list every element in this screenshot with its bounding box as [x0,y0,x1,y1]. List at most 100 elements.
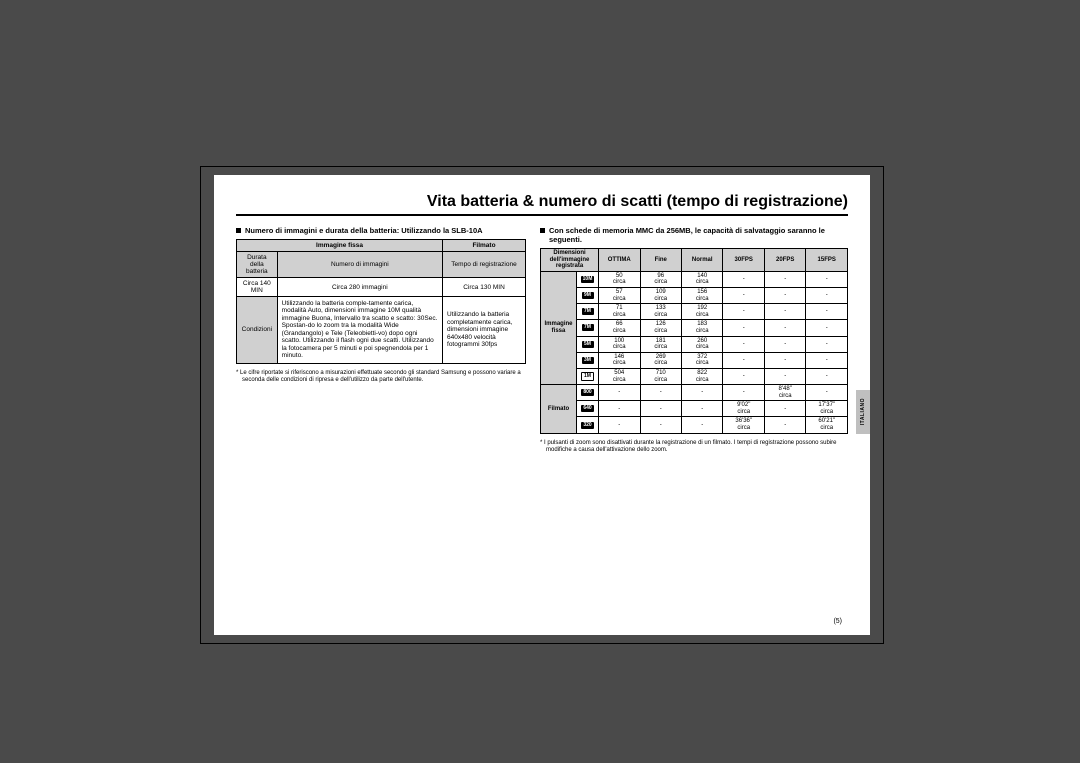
cell-30fps: - [723,304,764,320]
cell-140min: Circa 140 MIN [237,278,278,297]
cell-20fps: - [764,417,805,433]
battery-table: Immagine fissa Filmato Durata della batt… [236,239,526,364]
table-row: 320---36'36"circa-60'21"circa [541,417,848,433]
language-tab: ITALIANO [856,390,870,434]
table-row: 5M100circa181circa260circa--- [541,336,848,352]
table-row: 7M71circa133circa192circa--- [541,304,848,320]
left-heading-text: Numero di immagini e durata della batter… [245,226,483,235]
resolution-icon: 9M [582,292,594,299]
cell-280img: Circa 280 immagini [277,278,442,297]
cell-fine: 126circa [640,320,681,336]
cell-15fps: - [806,336,848,352]
th-dimensioni: Dimensioni dell'immagine registrata [541,249,599,272]
cell-130min: Circa 130 MIN [443,278,526,297]
cell-normal: - [681,385,722,401]
cell-20fps: - [764,320,805,336]
cell-durata: Durata della batteria [237,252,278,278]
resolution-icon-cell: 7M [577,304,599,320]
cell-normal: 156circa [681,287,722,303]
table-row: 9M57circa109circa156circa--- [541,287,848,303]
group-movie: Filmato [541,385,577,434]
cell-20fps: - [764,368,805,384]
cell-30fps: - [723,320,764,336]
cell-30fps: - [723,336,764,352]
cell-fine: 269circa [640,352,681,368]
cell-20fps: - [764,271,805,287]
cell-15fps: 60'21"circa [806,417,848,433]
right-footnote: * I pulsanti di zoom sono disattivati du… [540,440,848,455]
th-normal: Normal [681,249,722,272]
cell-20fps: - [764,401,805,417]
resolution-icon: 7M [582,308,594,315]
language-tab-label: ITALIANO [860,398,866,425]
cell-15fps: 17'37"circa [806,401,848,417]
cell-15fps: - [806,304,848,320]
cell-ottima: 50circa [599,271,640,287]
resolution-icon-cell: 5M [577,336,599,352]
cell-15fps: - [806,320,848,336]
group-still: Immagine fissa [541,271,577,384]
cell-fine: 181circa [640,336,681,352]
right-heading-text: Con schede di memoria MMC da 256MB, le c… [549,226,848,244]
resolution-icon: 640 [581,405,593,412]
th-ottima: OTTIMA [599,249,640,272]
resolution-icon-cell: 1M [577,368,599,384]
cell-fine: 710circa [640,368,681,384]
cell-ottima: 66circa [599,320,640,336]
cell-fine: - [640,401,681,417]
cell-20fps: - [764,336,805,352]
cell-condizioni-movie: Utilizzando la batteria completamente ca… [443,297,526,364]
cell-30fps: - [723,368,764,384]
cell-30fps: 9'02"circa [723,401,764,417]
cell-30fps: - [723,287,764,303]
cell-20fps: - [764,304,805,320]
cell-fine: 133circa [640,304,681,320]
cell-fine: 109circa [640,287,681,303]
cell-normal: - [681,417,722,433]
cell-15fps: - [806,385,848,401]
cell-20fps: 8'48"circa [764,385,805,401]
right-column: Con schede di memoria MMC da 256MB, le c… [540,226,848,455]
resolution-icon: 1M [581,372,594,381]
right-heading: Con schede di memoria MMC da 256MB, le c… [540,226,848,244]
cell-normal: - [681,401,722,417]
page-title: Vita batteria & numero di scatti (tempo … [236,193,848,216]
cell-ottima: - [599,417,640,433]
cell-normal: 140circa [681,271,722,287]
cell-30fps: 36'36"circa [723,417,764,433]
cell-ottima: 504circa [599,368,640,384]
table-row: Immagine fissa10M50circa96circa140circa-… [541,271,848,287]
content-columns: Numero di immagini e durata della batter… [236,226,848,455]
cell-30fps: - [723,352,764,368]
cell-normal: 372circa [681,352,722,368]
resolution-icon: 800 [581,389,593,396]
resolution-icon: 5M [582,341,594,348]
cell-numero: Numero di immagini [277,252,442,278]
capacity-table: Dimensioni dell'immagine registrata OTTI… [540,248,848,434]
cell-fine: 96circa [640,271,681,287]
resolution-icon-cell: 320 [577,417,599,433]
resolution-icon-cell: 800 [577,385,599,401]
th-filmato: Filmato [443,240,526,252]
left-heading: Numero di immagini e durata della batter… [236,226,526,235]
left-column: Numero di immagini e durata della batter… [236,226,526,455]
th-15fps: 15FPS [806,249,848,272]
table-row: Filmato800----8'48"circa- [541,385,848,401]
table-row: 3M146circa269circa372circa--- [541,352,848,368]
cell-15fps: - [806,368,848,384]
cell-15fps: - [806,271,848,287]
table-row: 7M66circa126circa183circa--- [541,320,848,336]
resolution-icon-cell: 640 [577,401,599,417]
resolution-icon-cell: 3M [577,352,599,368]
cell-15fps: - [806,287,848,303]
table-row: 640---9'02"circa-17'37"circa [541,401,848,417]
cell-condizioni-still: Utilizzando la batteria comple-tamente c… [277,297,442,364]
page-number: (5) [833,618,842,625]
left-footnote: * Le cifre riportate si riferiscono a mi… [236,370,526,385]
cell-normal: 192circa [681,304,722,320]
cell-normal: 183circa [681,320,722,336]
resolution-icon-cell: 7M [577,320,599,336]
cell-20fps: - [764,287,805,303]
resolution-icon: 320 [581,422,593,429]
table-row: 1M504circa710circa822circa--- [541,368,848,384]
